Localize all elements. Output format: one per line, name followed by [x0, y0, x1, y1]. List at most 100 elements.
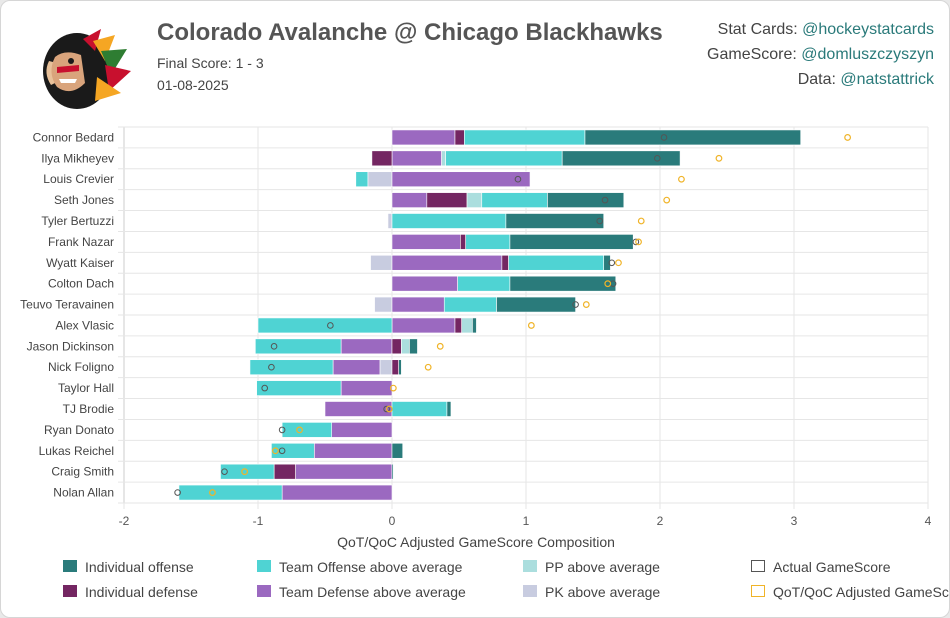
team-logo-icon: [43, 29, 131, 109]
bar-segment-pk: [370, 254, 393, 271]
adjusted-gamescore-marker: [604, 280, 612, 288]
bar-segment-individual-offense: [446, 401, 452, 417]
bar-segment-team-offense: [249, 359, 334, 376]
actual-gamescore-marker: [632, 238, 640, 246]
x-tick-label: 3: [791, 514, 798, 528]
legend-swatch: [257, 560, 271, 572]
adjusted-gamescore-marker: [436, 342, 444, 350]
actual-gamescore-marker: [383, 405, 390, 413]
actual-gamescore-marker: [261, 384, 269, 392]
bar-segment-individual-offense: [561, 150, 681, 167]
legend-label: Team Offense above average: [279, 559, 463, 575]
x-axis-ticks: -2 -1 0 1 2 3 4: [119, 514, 932, 528]
bar-segment-team-offense: [256, 380, 342, 396]
bar-segment-individual-offense: [509, 275, 617, 292]
actual-gamescore-marker: [278, 447, 286, 455]
actual-gamescore-marker: [654, 155, 661, 162]
credit-gamescore: GameScore: @domluszczyszyn: [707, 46, 934, 63]
x-axis-label: QoT/QoC Adjusted GameScore Composition: [337, 534, 615, 550]
player-label: Ilya Mikheyev: [41, 151, 114, 165]
page-title: Colorado Avalanche @ Chicago Blackhawks: [157, 19, 663, 46]
credit-handle-link[interactable]: @hockeystatcards: [802, 21, 934, 38]
bar-segment-team-offense: [443, 296, 497, 313]
bar-segment-team-defense: [391, 275, 458, 292]
bar-segment-pp: [441, 150, 446, 167]
legend-swatch: [523, 560, 537, 572]
markers: [174, 134, 851, 496]
x-tick-label: -2: [119, 514, 130, 528]
bar-segment-team-defense: [332, 359, 381, 376]
bar-segment-individual-offense: [584, 129, 802, 146]
bar-segment-team-offense: [257, 317, 393, 334]
bar-segment-individual-offense: [391, 442, 404, 459]
player-label: Nick Foligno: [48, 360, 114, 374]
adjusted-gamescore-marker: [272, 447, 279, 455]
player-label: Jason Dickinson: [27, 339, 114, 353]
bar-segment-team-offense: [281, 422, 332, 438]
credit-data: Data: @natstattrick: [797, 71, 934, 88]
bar-segment-team-offense: [464, 129, 586, 146]
player-label: Teuvo Teravainen: [20, 298, 114, 312]
x-tick-label: 1: [523, 514, 530, 528]
legend-label: Individual offense: [85, 559, 194, 575]
adjusted-gamescore-marker: [527, 322, 535, 329]
bar-segment-pk: [379, 359, 393, 376]
bar-segment-individual-offense: [472, 317, 477, 334]
player-label: Connor Bedard: [33, 130, 114, 144]
adjusted-gamescore-marker: [424, 363, 432, 371]
player-label: Wyatt Kaiser: [46, 256, 114, 270]
credit-handle-link[interactable]: @domluszczyszyn: [801, 46, 934, 63]
player-label: TJ Brodie: [63, 402, 115, 416]
adjusted-gamescore-marker: [241, 468, 249, 476]
player-label: Tyler Bertuzzi: [41, 214, 114, 228]
bar-segment-team-defense: [391, 296, 445, 313]
bar-segment-team-offense: [391, 213, 507, 229]
actual-gamescore-marker: [601, 196, 609, 204]
grid: [118, 126, 929, 509]
bar-segment-individual-defense: [501, 254, 509, 271]
game-date: 01-08-2025: [157, 77, 229, 93]
actual-gamescore-marker: [221, 468, 228, 475]
bar-segment-individual-offense: [509, 234, 634, 250]
bar-segment-individual-offense: [603, 254, 611, 271]
bar-segment-team-offense: [508, 254, 605, 271]
bar-segment-team-defense: [391, 150, 442, 167]
credit-handle-link[interactable]: @natstattrick: [840, 71, 934, 88]
adjusted-gamescore-marker: [678, 175, 685, 183]
player-label: Louis Crevier: [43, 172, 114, 186]
bar-segment-pk: [367, 171, 393, 188]
legend-swatch: [751, 560, 765, 572]
actual-gamescore-marker: [278, 426, 286, 434]
adjusted-gamescore-marker: [615, 259, 622, 267]
legend-label: PP above average: [545, 559, 660, 575]
bar-segment-team-defense: [340, 338, 393, 355]
adjusted-gamescore-marker: [844, 134, 851, 141]
actual-gamescore-marker: [268, 363, 275, 371]
actual-gamescore-marker: [608, 259, 616, 267]
bar-segment-team-offense: [271, 442, 315, 459]
legend-label: Individual defense: [85, 584, 198, 600]
bar-segment-individual-defense: [454, 317, 462, 334]
legend-swatch: [751, 585, 765, 597]
player-label: Alex Vlasic: [55, 318, 114, 332]
adjusted-gamescore-marker: [209, 489, 216, 496]
bar-segment-individual-defense: [391, 338, 402, 355]
bar-segment-individual-defense: [426, 192, 468, 208]
final-score: Final Score: 1 - 3: [157, 55, 264, 71]
bar-segment-individual-defense: [371, 150, 393, 167]
y-axis-labels: Connor Bedard Ilya Mikheyev Louis Crevier S…: [20, 130, 114, 499]
bar-segment-team-defense: [391, 317, 456, 334]
bar-segment-individual-defense: [273, 463, 296, 480]
bar-segment-team-defense: [281, 484, 393, 501]
legend-swatch: [523, 585, 537, 597]
actual-gamescore-marker: [596, 217, 604, 225]
player-label: Taylor Hall: [58, 381, 114, 395]
bar-segment-team-offense: [178, 484, 283, 501]
bar-segment-pp: [461, 317, 473, 334]
bar-segment-team-defense: [391, 171, 531, 188]
adjusted-gamescore-marker: [663, 196, 671, 204]
legend-label: PK above average: [545, 584, 661, 600]
actual-gamescore-marker: [660, 134, 668, 141]
